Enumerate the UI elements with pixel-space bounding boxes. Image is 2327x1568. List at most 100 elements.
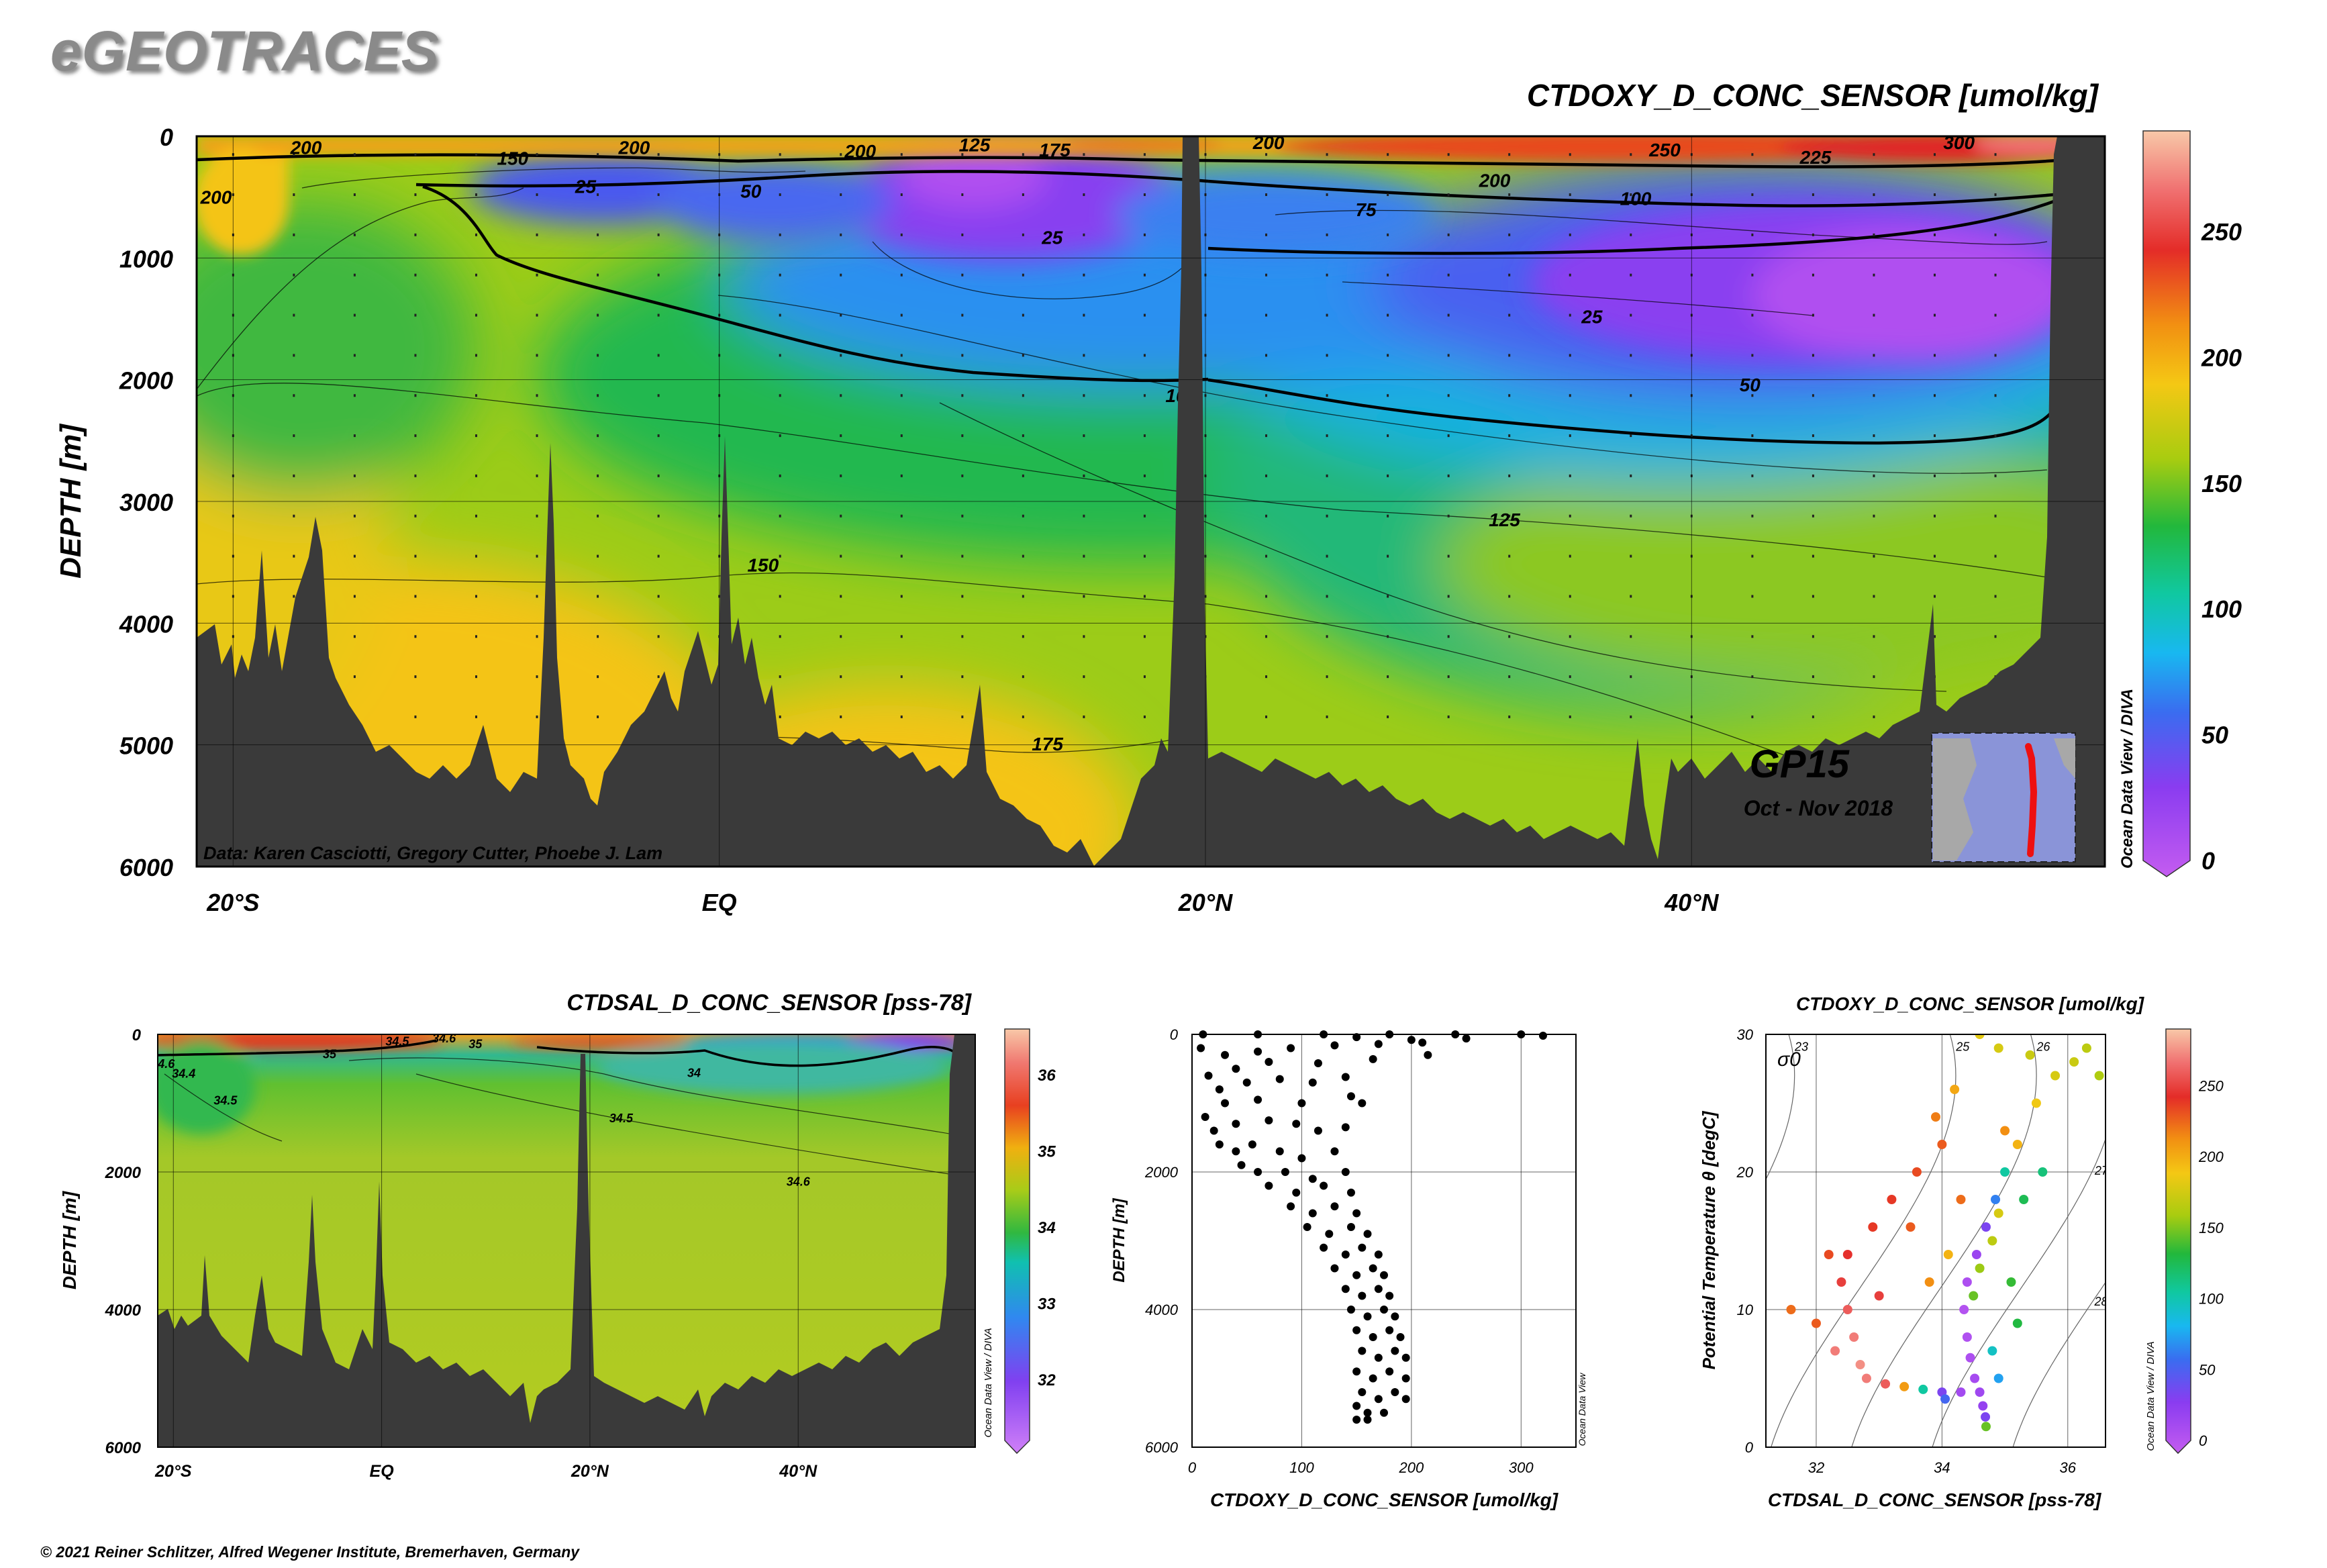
profile-point: [1346, 1188, 1355, 1197]
station-sample-mark: [1751, 153, 1754, 156]
station-sample-mark: [1387, 313, 1389, 317]
station-sample-mark: [1022, 514, 1024, 518]
contour-label: 150: [497, 148, 528, 169]
ts-point: [1868, 1222, 1878, 1232]
station-sample-mark: [353, 554, 356, 558]
station-sample-mark: [1508, 554, 1511, 558]
ts-point: [1975, 1263, 1985, 1273]
station-sample-mark: [475, 474, 477, 477]
profile-point: [1320, 1243, 1328, 1252]
station-sample-mark: [1387, 474, 1389, 477]
odv-credit-profile: Ocean Data View: [1577, 1373, 1587, 1447]
profile-point: [1314, 1059, 1322, 1068]
station-sample-mark: [1265, 233, 1268, 236]
ts-point: [1981, 1412, 1991, 1422]
ts-point: [1978, 1401, 1988, 1411]
station-sample-mark: [1812, 514, 1814, 518]
station-sample-mark: [961, 434, 964, 438]
colorbar-tick-label: 100: [2199, 1291, 2224, 1308]
y-tick-label: 10: [1737, 1302, 1754, 1318]
profile-point: [1369, 1264, 1377, 1273]
station-sample-mark: [597, 514, 599, 518]
profile-point: [1254, 1047, 1262, 1056]
profile-point: [1275, 1075, 1284, 1083]
station-sample-mark: [840, 474, 842, 477]
station-sample-mark: [840, 233, 842, 236]
station-sample-mark: [1630, 434, 1632, 438]
ts-point: [1824, 1250, 1834, 1259]
station-sample-mark: [1569, 514, 1571, 518]
profile-point: [1374, 1353, 1383, 1362]
station-sample-mark: [1083, 635, 1085, 638]
station-sample-mark: [1569, 715, 1571, 718]
contour-label: 200: [1479, 170, 1511, 191]
station-sample-mark: [900, 193, 903, 197]
y-tick-label: 6000: [119, 854, 173, 881]
station-sample-mark: [1751, 354, 1754, 357]
station-sample-mark: [1447, 434, 1450, 438]
odv-credit-main: Ocean Data View / DIVA: [2118, 689, 2136, 869]
station-sample-mark: [1812, 635, 1814, 638]
station-sample-mark: [597, 273, 599, 277]
profile-point: [1401, 1353, 1410, 1362]
station-sample-mark: [1083, 273, 1085, 277]
station-sample-mark: [475, 233, 477, 236]
profile-point: [1391, 1346, 1399, 1355]
ts-point: [1981, 1222, 1991, 1232]
station-sample-mark: [414, 354, 417, 357]
ts-y-ticks: 0 10 20 30: [1736, 1026, 1754, 1456]
station-sample-mark: [900, 474, 903, 477]
contour-label: 34.6: [151, 1057, 175, 1071]
station-sample-mark: [1326, 153, 1328, 156]
station-sample-mark: [1387, 273, 1389, 277]
profile-point: [1391, 1312, 1399, 1321]
station-sample-mark: [293, 193, 295, 197]
colorbar-tick-label: 32: [1038, 1371, 1056, 1389]
ts-point: [1861, 1373, 1871, 1383]
station-sample-mark: [1873, 153, 1875, 156]
station-sample-mark: [779, 514, 781, 518]
colorbar-tick-label: 0: [2199, 1432, 2208, 1449]
station-sample-mark: [1326, 313, 1328, 317]
ts-point: [1991, 1195, 2001, 1204]
profile-point: [1396, 1333, 1405, 1341]
station-sample-mark: [1083, 514, 1085, 518]
station-sample-mark: [1143, 313, 1146, 317]
station-sample-mark: [597, 595, 599, 598]
station-sample-mark: [779, 474, 781, 477]
y-tick-label: 4000: [1145, 1302, 1179, 1318]
ts-point: [1971, 1250, 1981, 1259]
station-sample-mark: [900, 233, 903, 236]
station-sample-mark: [1326, 193, 1328, 197]
station-sample-mark: [1265, 313, 1268, 317]
x-tick-label: 34: [1934, 1459, 1950, 1476]
profile-point: [1369, 1374, 1377, 1383]
ts-point: [2019, 1195, 2029, 1204]
station-sample-mark: [1751, 675, 1754, 679]
profile-point: [1346, 1306, 1355, 1314]
colorbar-tick-label: 33: [1038, 1295, 1056, 1314]
station-sample-mark: [536, 675, 538, 679]
station-sample-mark: [1265, 434, 1268, 438]
station-sample-mark: [961, 394, 964, 397]
profile-point: [1401, 1374, 1410, 1383]
colorbar-tick-label: 35: [1038, 1143, 1056, 1161]
ts-point: [1811, 1318, 1821, 1328]
profile-point: [1197, 1044, 1205, 1052]
station-sample-mark: [475, 434, 477, 438]
station-sample-mark: [657, 394, 660, 397]
profile-point: [1308, 1209, 1317, 1218]
profile-point: [1221, 1099, 1230, 1108]
sigma-theta-label: σ0: [1777, 1048, 1801, 1071]
station-sample-mark: [961, 273, 964, 277]
ts-point: [1962, 1277, 1972, 1287]
station-sample-mark: [657, 675, 660, 679]
station-sample-mark: [414, 554, 417, 558]
station-sample-mark: [1994, 394, 1997, 397]
profile-point: [1380, 1271, 1388, 1279]
station-sample-mark: [1022, 474, 1024, 477]
station-sample-mark: [1083, 675, 1085, 679]
profile-point: [1232, 1065, 1240, 1073]
contour-label: 300: [1943, 132, 1975, 153]
station-sample-mark: [1265, 635, 1268, 638]
